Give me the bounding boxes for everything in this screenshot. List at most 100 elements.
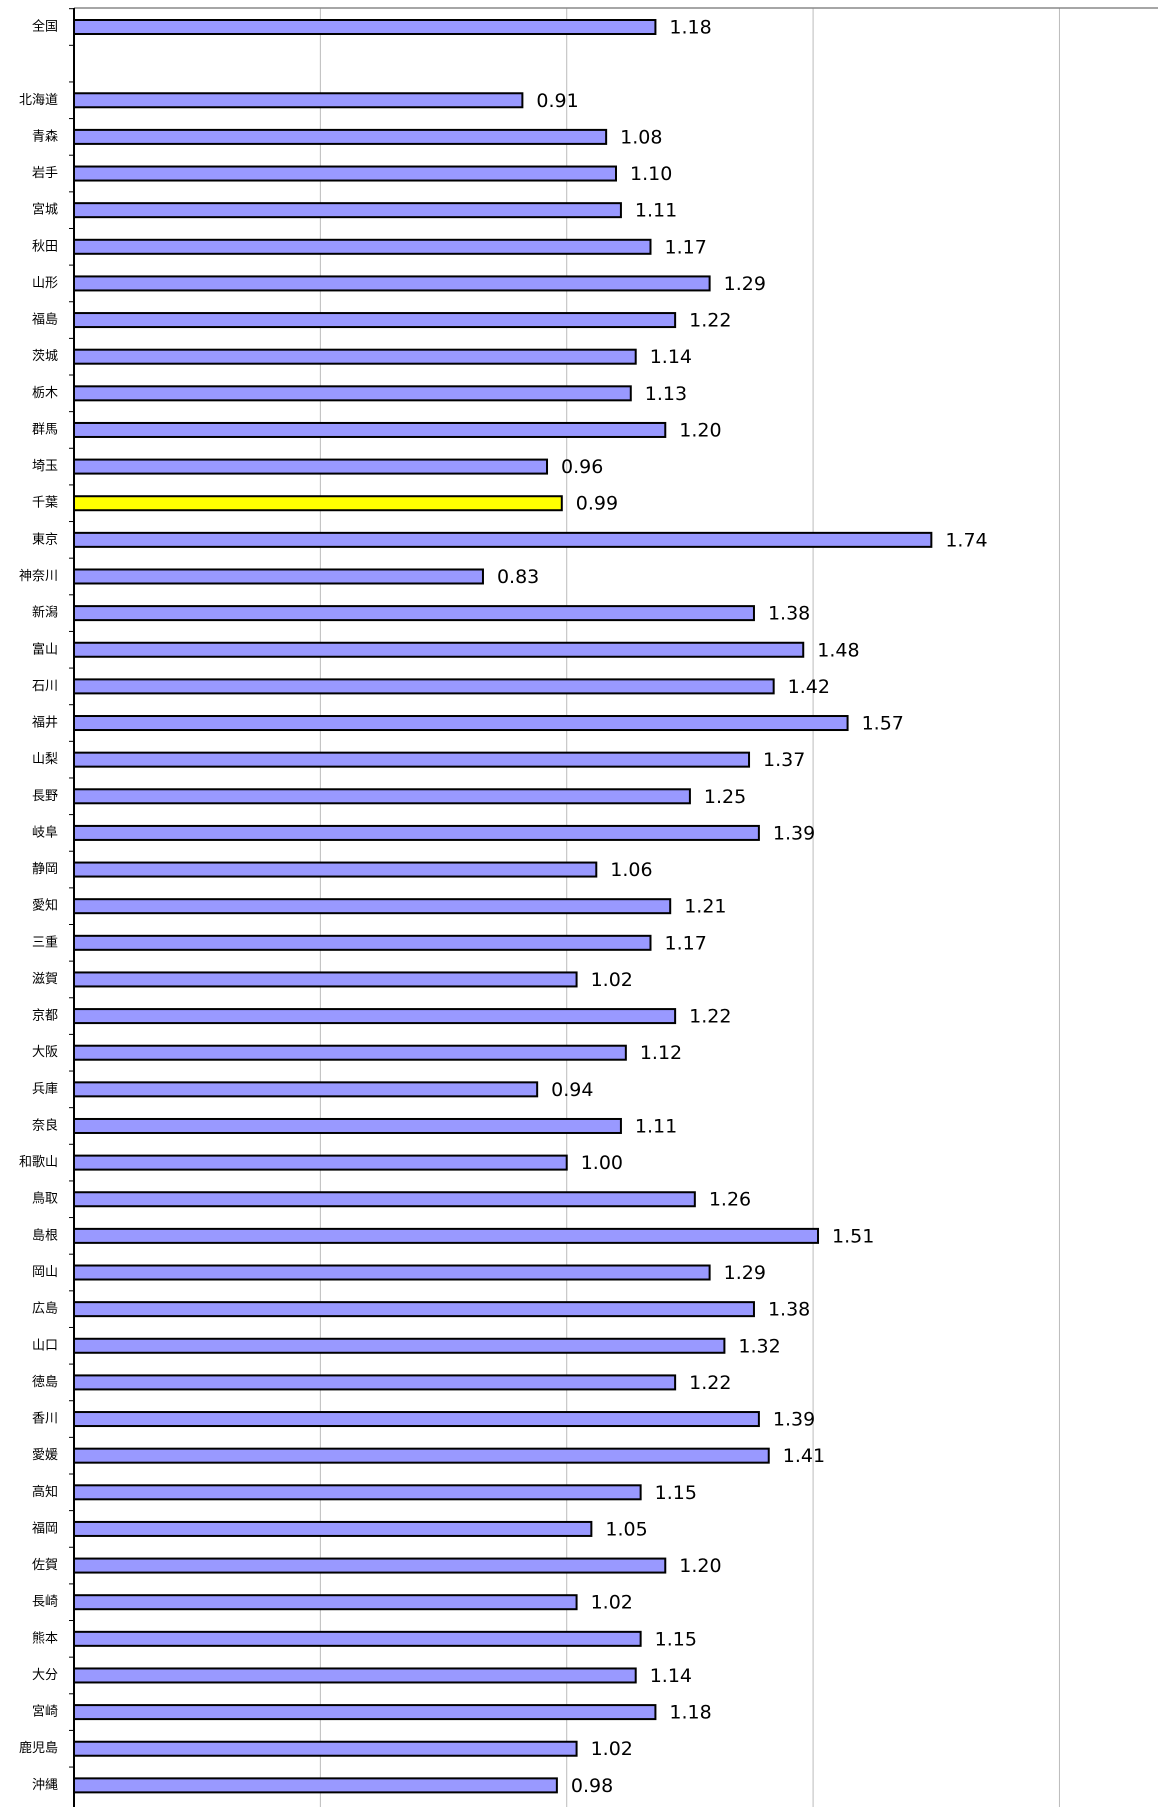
value-label: 1.18 — [669, 1702, 711, 1724]
value-label: 1.32 — [738, 1335, 780, 1357]
bar — [73, 1337, 726, 1354]
y-tick-label: 秋田 — [32, 239, 58, 254]
bar — [73, 495, 563, 512]
bar — [73, 312, 677, 329]
y-tick-label: 栃木 — [32, 386, 58, 401]
y-tick-label: 富山 — [32, 641, 58, 657]
bar — [73, 1008, 677, 1025]
y-tick-label: 愛知 — [32, 898, 58, 914]
y-tick-label: 福岡 — [32, 1521, 58, 1536]
value-label: 1.39 — [773, 822, 815, 844]
y-tick-label: 鹿児島 — [19, 1740, 58, 1756]
value-label: 1.08 — [620, 126, 662, 148]
bar — [73, 898, 672, 915]
bar — [73, 715, 849, 732]
value-label: 1.29 — [724, 273, 766, 295]
value-label: 1.57 — [862, 713, 904, 735]
value-label: 1.39 — [773, 1409, 815, 1431]
bar — [73, 1154, 568, 1171]
value-label: 1.02 — [591, 1592, 633, 1614]
value-label: 1.14 — [650, 346, 692, 368]
y-tick-label: 東京 — [32, 531, 58, 547]
y-tick-label: 沖縄 — [32, 1778, 58, 1793]
value-label: 1.12 — [640, 1042, 682, 1064]
y-tick-label: 熊本 — [32, 1630, 58, 1646]
bar — [73, 458, 549, 475]
bar — [73, 92, 524, 109]
y-tick-label: 愛媛 — [32, 1448, 58, 1463]
value-label: 1.15 — [655, 1628, 697, 1650]
bar — [73, 348, 637, 365]
bar — [73, 1264, 711, 1281]
bar — [73, 128, 608, 145]
y-tick-label: 茨城 — [32, 349, 58, 364]
y-tick-label: 群馬 — [32, 422, 58, 437]
y-tick-label: 福島 — [32, 313, 58, 328]
value-label: 1.74 — [945, 529, 987, 551]
y-tick-label: 埼玉 — [32, 459, 58, 474]
bar — [73, 678, 775, 695]
y-tick-label: 福井 — [32, 716, 58, 731]
bar — [73, 568, 484, 585]
value-label: 1.48 — [817, 639, 859, 661]
bar — [73, 751, 751, 768]
value-label: 1.13 — [645, 383, 687, 405]
value-label: 1.25 — [704, 786, 746, 808]
y-tick-label: 岐阜 — [32, 824, 58, 840]
value-label: 1.20 — [679, 419, 721, 441]
bar — [73, 165, 617, 182]
y-tick-label: 宮崎 — [32, 1704, 58, 1720]
value-label: 1.05 — [605, 1518, 647, 1540]
bar — [73, 1740, 578, 1757]
y-tick-label: 青森 — [32, 129, 58, 144]
bar — [73, 1667, 637, 1684]
y-tick-label: 広島 — [32, 1302, 58, 1317]
bar — [73, 971, 578, 988]
bar — [73, 1374, 677, 1391]
bar — [73, 1081, 539, 1098]
bar — [73, 202, 622, 219]
value-label: 1.00 — [581, 1152, 623, 1174]
value-label: 1.02 — [591, 1738, 633, 1760]
bar — [73, 275, 711, 292]
value-label: 1.17 — [664, 236, 706, 258]
value-label: 0.96 — [561, 456, 603, 478]
bar — [73, 1411, 760, 1428]
value-label: 1.18 — [669, 17, 711, 39]
bar — [73, 421, 667, 438]
bar — [73, 1227, 820, 1244]
bar — [73, 824, 760, 841]
value-label: 1.20 — [679, 1555, 721, 1577]
y-tick-label: 三重 — [32, 934, 58, 950]
value-label: 1.10 — [630, 163, 672, 185]
y-tick-label: 岩手 — [32, 166, 58, 181]
bar — [73, 1447, 770, 1464]
value-label: 1.29 — [724, 1262, 766, 1284]
bar — [73, 1520, 593, 1537]
value-label: 1.17 — [664, 932, 706, 954]
bar — [73, 788, 691, 805]
bar — [73, 861, 598, 878]
value-label: 1.41 — [783, 1445, 825, 1467]
value-label: 1.11 — [635, 1115, 677, 1137]
bar — [73, 238, 652, 255]
value-label: 1.22 — [689, 1372, 731, 1394]
value-label: 1.22 — [689, 1006, 731, 1028]
value-label: 1.42 — [788, 676, 830, 698]
bar — [73, 531, 933, 548]
value-label: 0.99 — [576, 493, 618, 515]
value-label: 1.14 — [650, 1665, 692, 1687]
y-tick-label: 新潟 — [32, 605, 58, 621]
value-label: 0.94 — [551, 1079, 593, 1101]
bar — [73, 1594, 578, 1611]
y-tick-label: 全国 — [32, 19, 58, 35]
value-label: 1.51 — [832, 1225, 874, 1247]
y-tick-label: 長崎 — [32, 1595, 58, 1610]
y-tick-label: 滋賀 — [32, 972, 58, 987]
bar — [73, 1704, 657, 1721]
y-tick-label: 山梨 — [32, 752, 58, 767]
y-tick-label: 岡山 — [32, 1265, 58, 1280]
y-tick-label: 兵庫 — [32, 1082, 58, 1097]
